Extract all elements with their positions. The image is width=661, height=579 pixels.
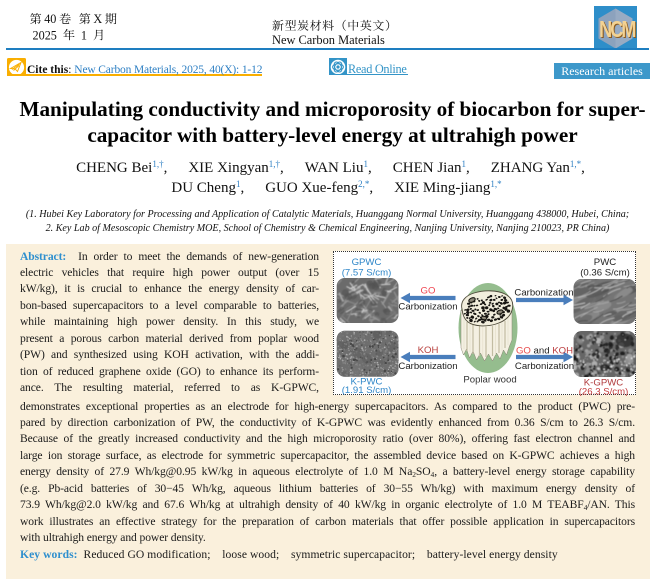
svg-text:40: 40	[44, 12, 56, 26]
svg-text:K-GPWC: K-GPWC	[584, 377, 624, 388]
svg-text:Carbonization: Carbonization	[398, 361, 457, 372]
svg-text:NCM: NCM	[600, 18, 636, 44]
svg-text:X: X	[93, 12, 102, 26]
svg-text:(0.36 S/cm): (0.36 S/cm)	[580, 267, 630, 278]
svg-text:(26.3 S/cm): (26.3 S/cm)	[579, 386, 629, 396]
svg-text:1: 1	[81, 28, 87, 42]
svg-text:GO and KOH: GO and KOH	[516, 346, 573, 357]
svg-text:(1.91 S/cm): (1.91 S/cm)	[342, 385, 392, 396]
svg-text:Poplar wood: Poplar wood	[463, 375, 516, 386]
svg-text:2025: 2025	[33, 28, 57, 42]
svg-text:K-PWC: K-PWC	[351, 376, 383, 387]
svg-text:Carbonization: Carbonization	[514, 288, 573, 299]
svg-text:GO: GO	[421, 286, 436, 297]
svg-text:PWC: PWC	[594, 257, 616, 268]
svg-text:Carbonization: Carbonization	[398, 302, 457, 313]
svg-text:Carbonization: Carbonization	[515, 361, 574, 372]
svg-text:(7.57 S/cm): (7.57 S/cm)	[342, 267, 392, 278]
svg-text:KOH: KOH	[418, 345, 439, 356]
svg-text:NCM: NCM	[599, 17, 635, 43]
svg-text:GPWC: GPWC	[352, 257, 382, 268]
